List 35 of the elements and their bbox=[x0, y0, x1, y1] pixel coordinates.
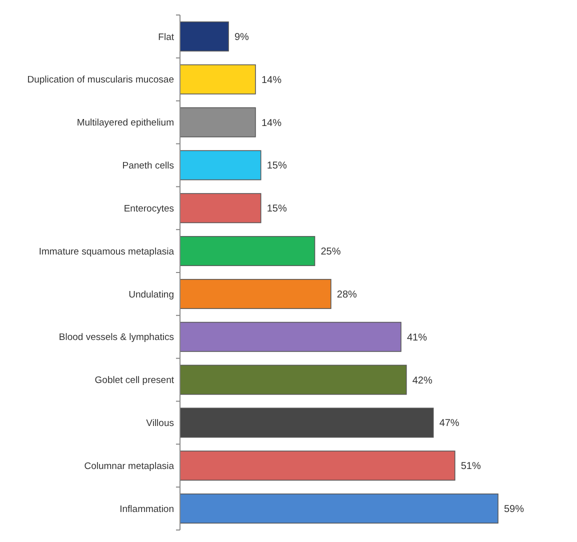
data-label: 15% bbox=[266, 160, 287, 172]
y-tick-label: Blood vessels & lymphatics bbox=[58, 332, 174, 344]
y-tick-label: Multilayered epithelium bbox=[76, 118, 174, 129]
bar bbox=[180, 494, 498, 524]
bar bbox=[180, 64, 256, 94]
data-label: 28% bbox=[336, 289, 358, 300]
bar bbox=[180, 364, 407, 395]
data-label: 59% bbox=[504, 504, 524, 516]
bar bbox=[180, 236, 316, 266]
bar bbox=[180, 450, 456, 481]
data-label: 9% bbox=[234, 32, 250, 43]
data-label: 42% bbox=[412, 375, 432, 386]
data-label: 51% bbox=[460, 461, 482, 472]
bar bbox=[180, 408, 434, 438]
data-label: 14% bbox=[261, 74, 282, 86]
y-tick-label: Columnar metaplasia bbox=[84, 460, 175, 472]
bar bbox=[180, 322, 402, 352]
data-label: 25% bbox=[320, 246, 341, 258]
bar bbox=[180, 193, 262, 224]
data-label: 41% bbox=[406, 332, 428, 344]
y-tick-label: Villous bbox=[146, 418, 174, 430]
data-label: 47% bbox=[439, 418, 460, 430]
y-tick-label: Goblet cell present bbox=[94, 375, 174, 386]
bar bbox=[180, 21, 229, 52]
data-label: 14% bbox=[261, 118, 282, 129]
y-tick-label: Immature squamous metaplasia bbox=[38, 246, 175, 258]
bar bbox=[180, 150, 262, 180]
y-tick-label: Flat bbox=[158, 32, 174, 43]
data-label: 15% bbox=[266, 204, 287, 215]
y-tick-label: Paneth cells bbox=[122, 160, 174, 172]
y-tick-label: Inflammation bbox=[120, 504, 174, 515]
y-tick-label: Enterocytes bbox=[124, 203, 174, 214]
bar bbox=[180, 278, 332, 309]
y-tick-label: Undulating bbox=[128, 289, 174, 300]
y-tick-label: Duplication of muscularis mucosae bbox=[27, 74, 174, 86]
